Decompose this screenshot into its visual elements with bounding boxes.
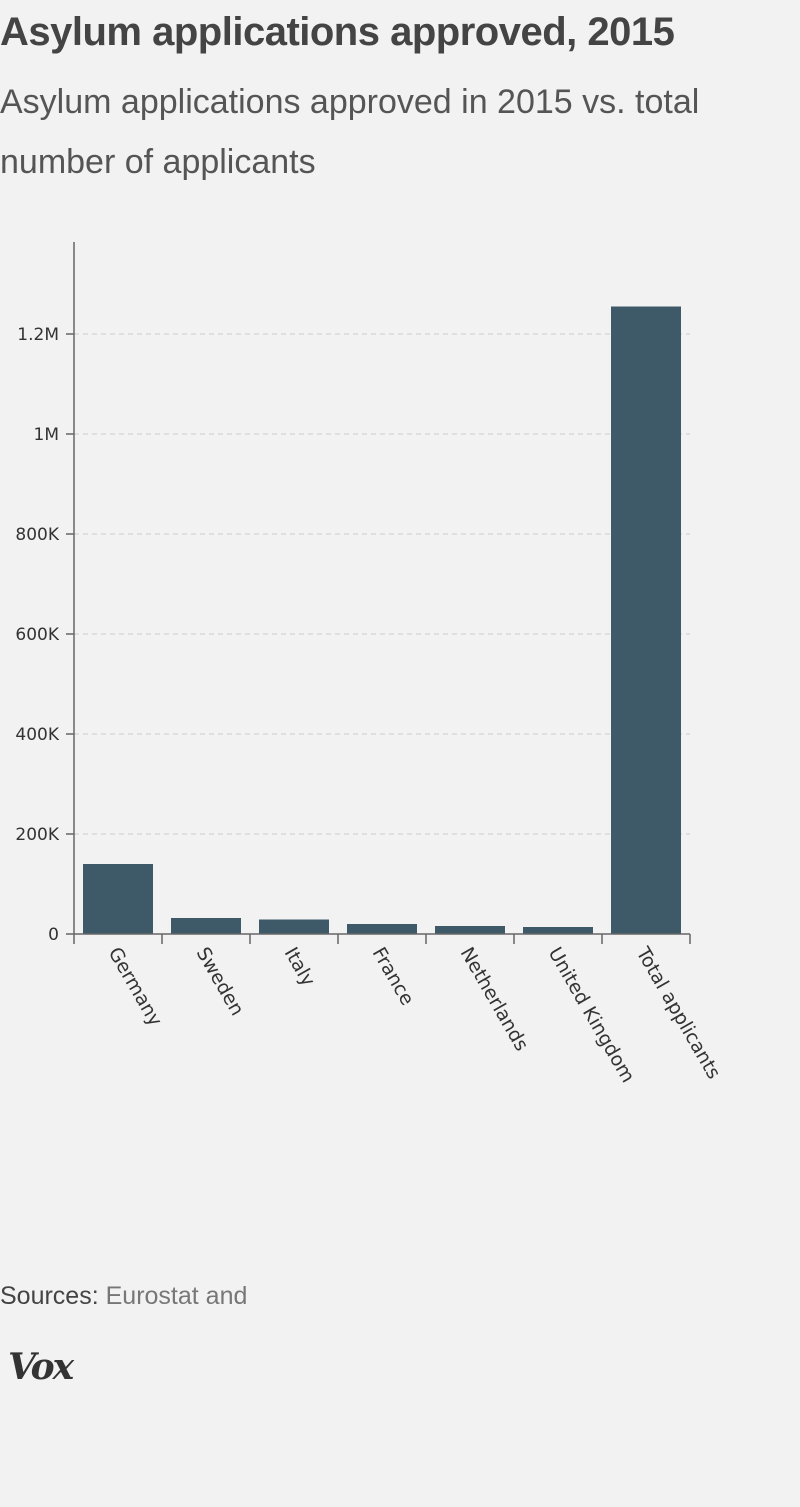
chart-subtitle: Asylum applications approved in 2015 vs.… <box>0 83 700 181</box>
y-tick-label: 1.2M <box>17 325 59 345</box>
vox-logo: Vox <box>8 1346 74 1388</box>
chart-title: Asylum applications approved, 2015 <box>0 10 675 54</box>
bar-sweden <box>171 918 241 934</box>
y-tick-label: 0 <box>48 925 59 945</box>
y-tick-label: 400K <box>15 725 59 745</box>
bars <box>83 306 681 934</box>
y-tick-label: 1M <box>34 425 59 445</box>
x-category-label: France <box>368 944 419 1010</box>
sources-label: Sources: <box>0 1282 99 1310</box>
axes <box>66 242 691 944</box>
x-category-label: Netherlands <box>456 944 533 1055</box>
sources-value: Eurostat and <box>105 1282 248 1310</box>
sources-line: Sources: Eurostat and <box>0 1282 247 1311</box>
bar-france <box>347 924 417 934</box>
bar-netherlands <box>435 926 505 934</box>
x-category-label: United Kingdom <box>544 944 639 1087</box>
bar-italy <box>259 919 329 934</box>
y-tick-label: 200K <box>15 825 59 845</box>
x-category-label: Italy <box>280 944 320 991</box>
bar-total-applicants <box>611 306 681 934</box>
gridlines <box>74 333 690 835</box>
y-tick-label: 600K <box>15 625 59 645</box>
bar-chart: 0 200K 400K 600K 800K 1M 1.2M Germany Sweden Ital… <box>15 242 725 1087</box>
bar-germany <box>83 864 153 934</box>
x-category-label: Germany <box>104 944 167 1031</box>
y-tick-label: 800K <box>15 525 59 545</box>
bar-united-kingdom <box>523 927 593 934</box>
x-category-label: Sweden <box>192 944 249 1020</box>
x-category-label: Total applicants <box>631 943 725 1083</box>
